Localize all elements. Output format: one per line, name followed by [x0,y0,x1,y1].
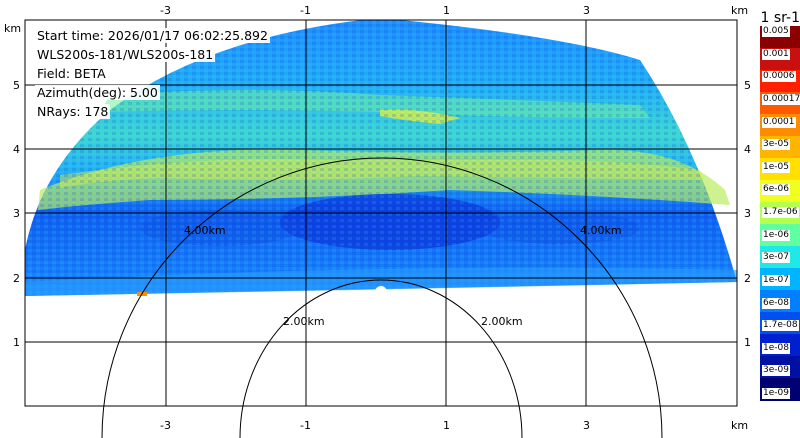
range-ring-label: 4.00km [580,224,622,237]
x-unit-top: km [731,4,749,17]
y-tick-right: 3 [744,207,751,220]
colorbar-label: 3e-09 [762,365,790,377]
y-tick-left: 3 [13,207,20,220]
y-tick-right: 2 [744,272,751,285]
colorbar-label: 0.0001 [762,116,796,128]
colorbar-label: 1.7e-06 [762,207,799,218]
colorbar-label: 0.00017 [762,93,800,105]
y-tick-right: 1 [744,336,751,349]
colorbar-title: m-1 sr-1 [760,10,800,26]
plot-frame [24,19,738,407]
colorbar-label: 1e-08 [762,342,790,354]
range-ring-label: 4.00km [184,224,226,237]
range-ring-label: 2.00km [283,315,325,328]
x-tick-bottom: -3 [160,419,171,432]
x-unit-bottom: km [731,419,749,432]
colorbar-label: 1e-05 [762,161,790,173]
range-ring-label: 2.00km [481,315,523,328]
x-tick-top: -3 [160,4,171,17]
colorbar-label: 6e-06 [762,184,790,196]
instrument-text: WLS200s-181/WLS200s-181 [35,47,216,62]
x-tick-bottom: 3 [583,419,590,432]
scan-info: Start time: 2026/01/17 06:02:25.892 WLS2… [35,26,270,121]
colorbar-label: 3e-07 [762,252,790,264]
colorbar-label: 0.005 [762,26,790,37]
colorbar-label: 3e-05 [762,139,790,151]
range-rings [101,157,663,438]
nrays-text: NRays: 178 [35,104,111,119]
colorbar-label: 1e-07 [762,274,790,286]
x-tick-top: 3 [583,4,590,17]
colorbar: 0.005 0.001 0.0006 0.00017 0.0001 3e-05 1e-05 6… [760,26,800,401]
y-tick-right: 4 [744,143,751,156]
colorbar-label: 1e-06 [762,229,790,241]
colorbar-label: 0.0006 [762,71,796,83]
field-text: Field: BETA [35,66,108,81]
colorbar-label: 0.001 [762,48,790,60]
x-tick-top: -1 [300,4,311,17]
y-tick-left: 1 [13,336,20,349]
y-tick-right: 5 [744,79,751,92]
start-time-text: Start time: 2026/01/17 06:02:25.892 [35,28,270,43]
x-tick-top: 1 [443,4,450,17]
y-unit-left: km [4,22,22,35]
x-tick-bottom: -1 [300,419,311,432]
y-tick-left: 4 [13,143,20,156]
colorbar-label: 1e-09 [762,388,790,399]
y-tick-left: 5 [13,79,20,92]
colorbar-label: 1.7e-08 [762,320,799,332]
x-tick-bottom: 1 [443,419,450,432]
azimuth-text: Azimuth(deg): 5.00 [35,85,160,100]
y-tick-left: 2 [13,272,20,285]
colorbar-label: 6e-08 [762,297,790,309]
